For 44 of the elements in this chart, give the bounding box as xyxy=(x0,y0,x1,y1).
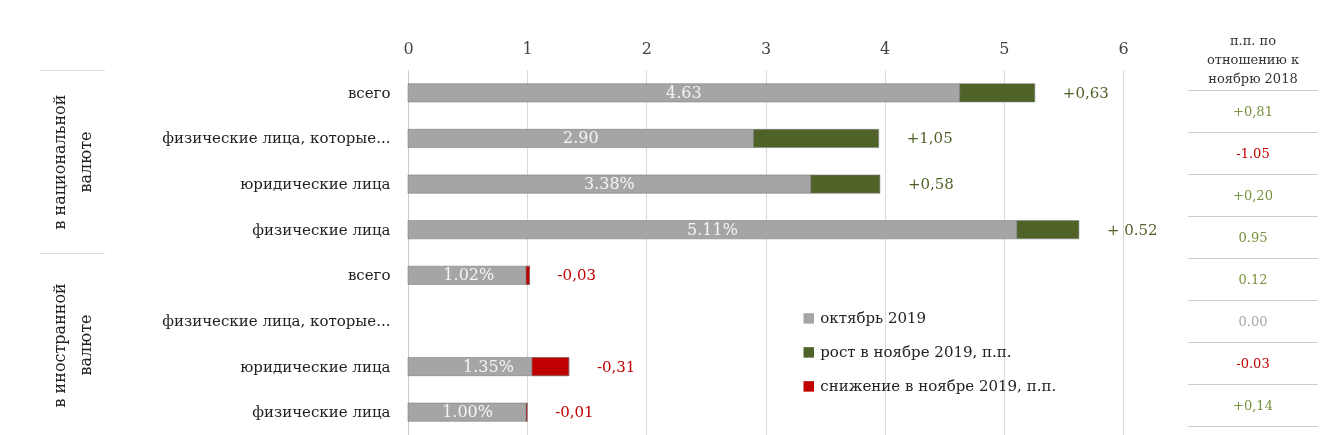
x-tick-label: 5 xyxy=(999,38,1010,58)
x-tick-label: 0 xyxy=(403,38,414,58)
y-tick-label: физические лица xyxy=(252,220,391,239)
legend-label: снижение в ноябре 2019, п.п. xyxy=(820,377,1057,396)
text: 0.12 xyxy=(1188,258,1318,300)
text: -1.05 xyxy=(1188,132,1318,174)
legend-label: октябрь 2019 xyxy=(820,309,927,328)
text: +0,81 xyxy=(1188,90,1318,132)
bar xyxy=(407,402,528,422)
x-tick-label: 3 xyxy=(760,38,772,58)
text: в национальной валюте xyxy=(48,93,96,232)
data-label: 4.63 xyxy=(666,82,702,102)
legend-label: рост в ноябре 2019, п.п. xyxy=(820,343,1012,362)
data-label: -0,03 xyxy=(557,266,597,285)
text: п.п. по отношению к ноябрю 2018 xyxy=(1205,32,1301,88)
y-tick-label: всего xyxy=(347,266,391,285)
y-tick-label: юридические лица xyxy=(240,357,391,376)
data-label: 3.38% xyxy=(583,174,635,194)
data-label: -0,31 xyxy=(596,357,636,376)
text: -0.03 xyxy=(1188,342,1318,384)
text: в иностранной валюте xyxy=(48,281,96,409)
y-tick-label: физические лица, которые... xyxy=(162,311,391,330)
data-label: + 0.52 xyxy=(1106,220,1158,239)
data-label: 1.02% xyxy=(443,265,495,285)
text: 0.95 xyxy=(1188,216,1318,258)
x-tick-label: 4 xyxy=(880,38,891,58)
text: 0.00 xyxy=(1188,300,1318,342)
data-label: +1,05 xyxy=(906,129,953,148)
x-tick-label: 6 xyxy=(1118,38,1129,58)
y-tick-label: физические лица, которые... xyxy=(162,129,391,148)
x-tick-label: 2 xyxy=(641,38,652,58)
y-tick-label: физические лица xyxy=(252,403,391,422)
text: +0,14 xyxy=(1188,384,1318,427)
data-label: +0,63 xyxy=(1062,83,1109,102)
data-label: 2.90 xyxy=(562,128,599,148)
data-label: 1.35% xyxy=(463,356,514,376)
y-tick-label: юридические лица xyxy=(240,175,391,194)
data-label: 1.00% xyxy=(442,402,493,422)
data-label: 5.11% xyxy=(687,219,738,239)
y-tick-label: всего xyxy=(347,83,391,102)
x-tick-label: 1 xyxy=(522,38,533,58)
data-label: -0,01 xyxy=(555,403,594,422)
data-label: +0,58 xyxy=(907,175,954,194)
text: +0,20 xyxy=(1188,174,1318,216)
